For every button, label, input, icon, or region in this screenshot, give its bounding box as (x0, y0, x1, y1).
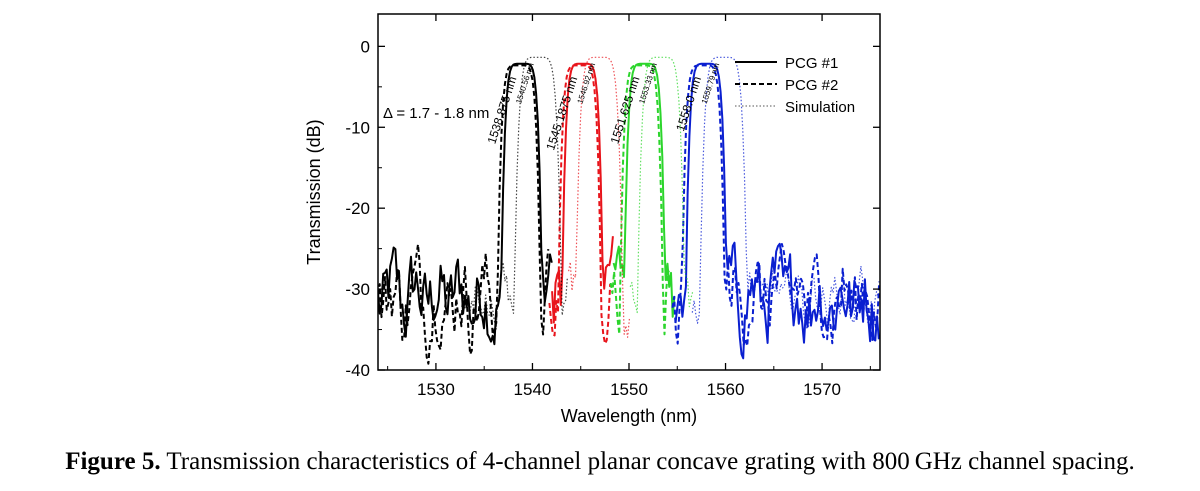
caption-text: Transmission characteristics of 4-channe… (160, 448, 1135, 475)
series-line-dotted-ch4 (691, 56, 879, 329)
peak-label: 1551.625 nm (608, 75, 643, 146)
x-axis-label: Wavelength (nm) (561, 406, 697, 426)
legend-entry: PCG #1 (785, 55, 838, 72)
caption-label: Figure 5. (65, 448, 161, 475)
plot-area (378, 56, 880, 365)
x-tick-label: 1540 (514, 380, 552, 399)
series-line-solid-ch2 (551, 62, 614, 324)
series-line-dashed-ch4 (671, 64, 880, 347)
figure-caption: Figure 5. Transmission characteristics o… (0, 448, 1200, 476)
series-line-solid-ch3 (612, 62, 676, 318)
x-tick-label: 1530 (417, 380, 455, 399)
x-tick-label: 1550 (610, 380, 648, 399)
y-tick-label: -40 (345, 361, 370, 380)
series-line-dashed-ch3 (609, 64, 673, 336)
series-line-solid-ch4 (674, 62, 880, 360)
series-line-dotted-ch2 (568, 56, 630, 338)
delta-annotation: Δ = 1.7 - 1.8 nm (383, 105, 489, 122)
x-tick-label: 1560 (707, 380, 745, 399)
series-line-dotted-ch1 (464, 56, 568, 330)
series-line-dashed-ch2 (548, 64, 612, 345)
series-line-dotted-ch3 (629, 56, 694, 314)
y-axis-label: Transmission (dB) (304, 119, 324, 264)
y-tick-label: -30 (345, 280, 370, 299)
legend-entry: PCG #2 (785, 77, 838, 94)
y-tick-label: 0 (361, 37, 370, 56)
legend-entry: Simulation (785, 99, 855, 116)
peak-label: 1538.875 nm (484, 75, 519, 146)
transmission-chart: 1530 1540 1550 1560 1570 0 -10 -20 -30 -40 Wavelen… (304, 13, 881, 426)
y-tick-label: -20 (345, 199, 370, 218)
y-tick-label: -10 (345, 118, 370, 137)
series-line-dashed-ch1 (378, 64, 550, 365)
x-tick-label: 1570 (803, 380, 841, 399)
